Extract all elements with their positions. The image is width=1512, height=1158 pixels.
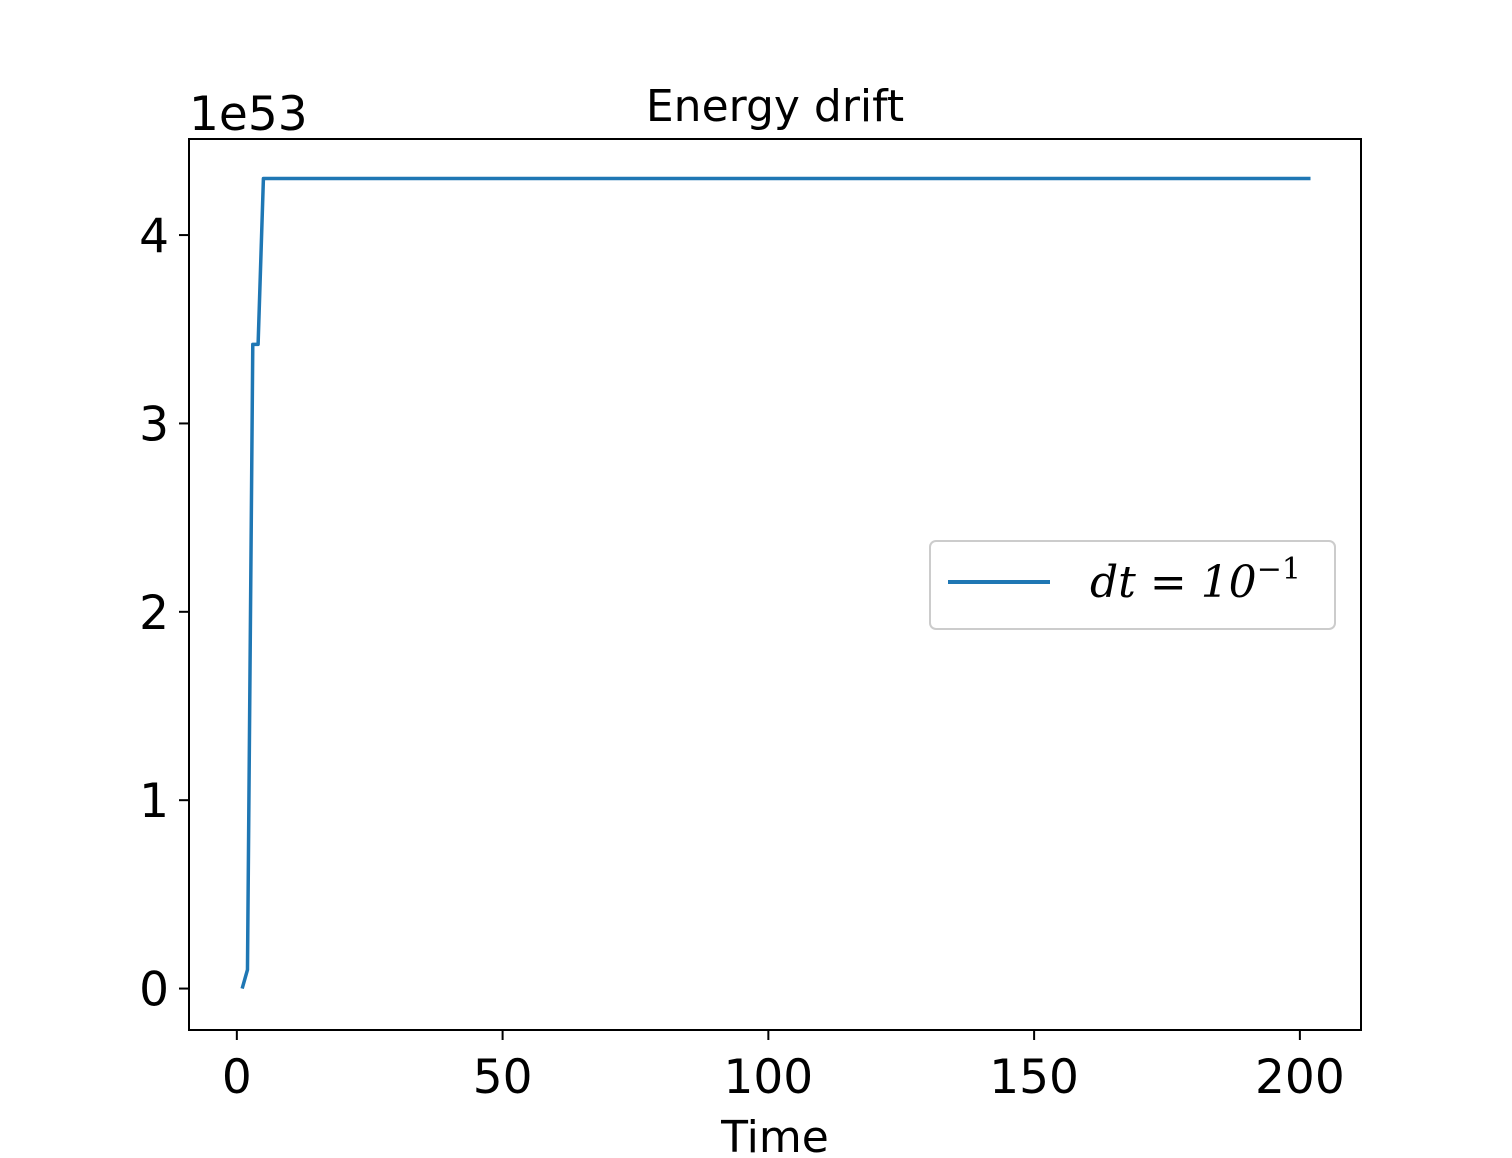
legend: dt = 10−1 — [929, 540, 1336, 630]
plot-area-frame — [188, 138, 1362, 1031]
y-offset-label: 1e53 — [189, 87, 308, 142]
legend-box — [929, 540, 1336, 630]
y-axis: 0 1 2 3 4 — [139, 209, 189, 1018]
series-line-0 — [240, 176, 1311, 990]
legend-label: dt = 10−1 — [1090, 552, 1301, 608]
x-tick-label: 150 — [989, 1050, 1079, 1105]
x-tick-label: 200 — [1255, 1050, 1345, 1105]
y-tick-label: 0 — [139, 963, 169, 1018]
x-axis-title: Time — [720, 1112, 829, 1158]
y-tick-label: 2 — [139, 586, 169, 641]
y-tick-label: 4 — [139, 209, 169, 264]
y-tick-label: 1 — [139, 774, 169, 829]
legend-label-superscript: −1 — [1257, 552, 1301, 587]
x-tick-label: 100 — [723, 1050, 813, 1105]
legend-label-main: dt = 10 — [1090, 557, 1257, 608]
chart-title: Energy drift — [646, 81, 904, 132]
x-axis: 0 50 100 150 200 — [222, 1030, 1345, 1105]
x-tick-label: 0 — [222, 1050, 252, 1105]
x-tick-label: 50 — [473, 1050, 533, 1105]
series-layer — [240, 176, 1311, 990]
y-tick-label: 3 — [139, 397, 169, 452]
